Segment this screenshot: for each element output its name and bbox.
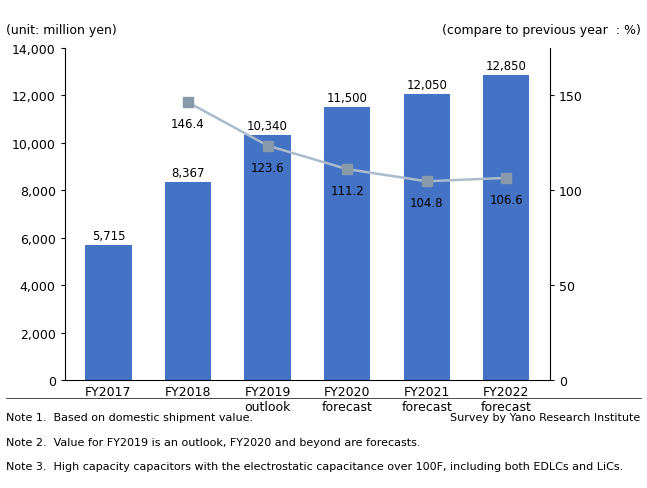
- Bar: [483, 76, 529, 381]
- Text: 146.4: 146.4: [171, 118, 205, 131]
- Text: 12,850: 12,850: [486, 60, 527, 73]
- Text: 5,715: 5,715: [92, 229, 126, 243]
- Bar: [165, 183, 211, 381]
- Bar: [404, 95, 450, 381]
- Text: Note 1.  Based on domestic shipment value.: Note 1. Based on domestic shipment value…: [6, 412, 254, 422]
- Text: 106.6: 106.6: [489, 194, 523, 206]
- Text: 8,367: 8,367: [171, 166, 204, 180]
- Text: 123.6: 123.6: [251, 162, 285, 174]
- Bar: [245, 136, 291, 381]
- Text: (compare to previous year  : %): (compare to previous year : %): [442, 23, 641, 37]
- Text: 11,500: 11,500: [327, 92, 367, 105]
- Text: 111.2: 111.2: [330, 185, 364, 198]
- Text: Note 3.  High capacity capacitors with the electrostatic capacitance over 100F, : Note 3. High capacity capacitors with th…: [6, 461, 624, 471]
- Text: 104.8: 104.8: [410, 197, 443, 210]
- Bar: [85, 245, 131, 381]
- Text: Note 2.  Value for FY2019 is an outlook, FY2020 and beyond are forecasts.: Note 2. Value for FY2019 is an outlook, …: [6, 437, 421, 447]
- Text: (unit: million yen): (unit: million yen): [6, 23, 117, 37]
- Bar: [324, 108, 370, 381]
- Text: 10,340: 10,340: [247, 120, 288, 133]
- Text: Survey by Yano Research Institute: Survey by Yano Research Institute: [450, 412, 641, 422]
- Text: 12,050: 12,050: [406, 79, 447, 92]
